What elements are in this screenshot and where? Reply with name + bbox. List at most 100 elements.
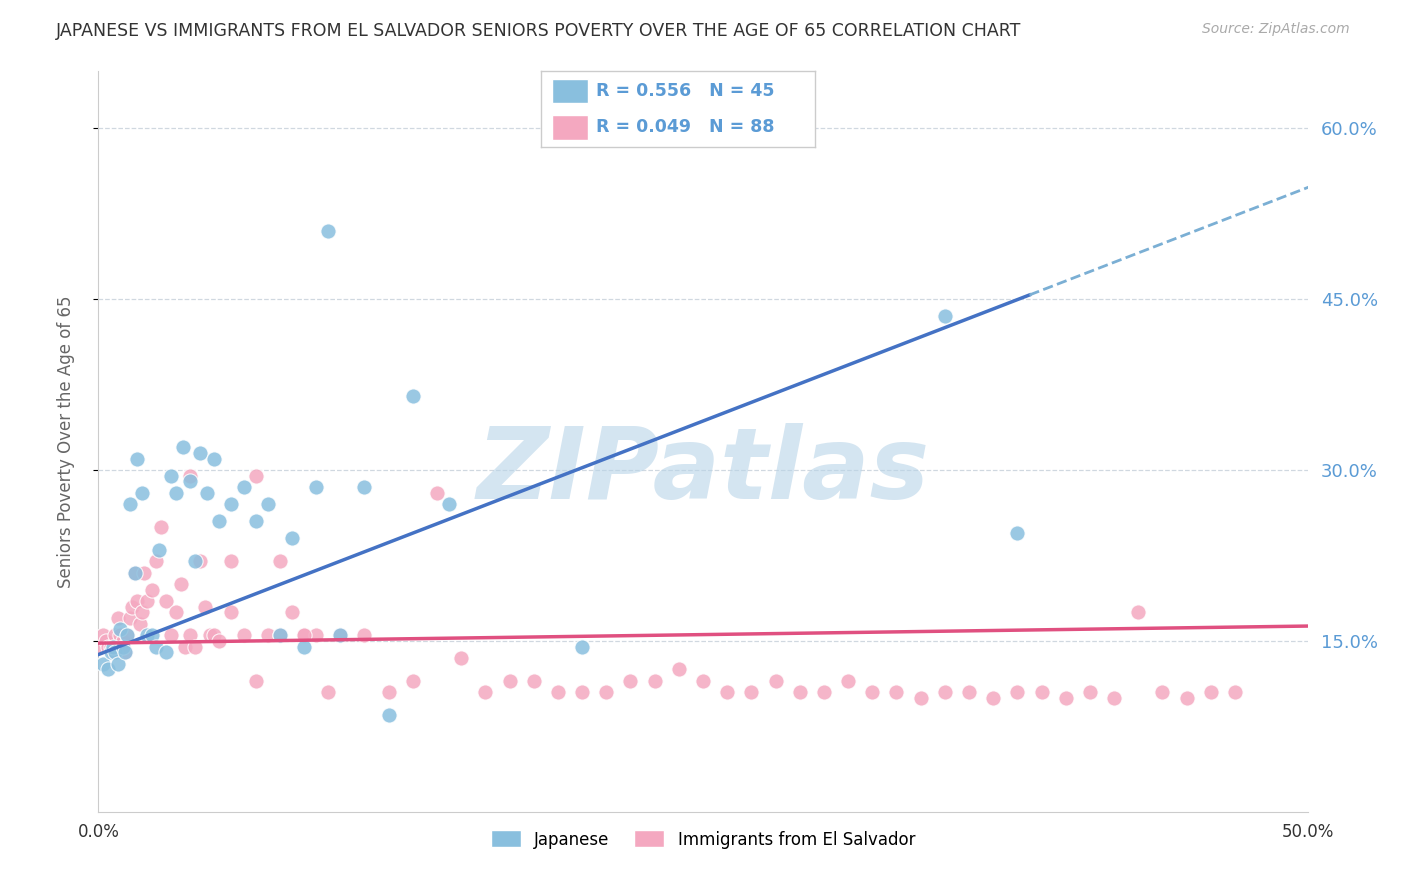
- Point: [118, 611, 141, 625]
- Text: Source: ZipAtlas.com: Source: ZipAtlas.com: [1202, 22, 1350, 37]
- Point: [124, 566, 146, 580]
- Text: R = 0.049   N = 88: R = 0.049 N = 88: [596, 119, 775, 136]
- Point: [232, 480, 254, 494]
- Point: [204, 628, 226, 642]
- Point: [135, 628, 157, 642]
- Point: [94, 633, 117, 648]
- Point: [329, 628, 352, 642]
- Point: [188, 446, 211, 460]
- Point: [1031, 685, 1053, 699]
- Point: [145, 554, 167, 568]
- Point: [765, 673, 787, 688]
- Point: [198, 628, 221, 642]
- Point: [245, 514, 267, 528]
- Point: [117, 628, 139, 642]
- Legend: Japanese, Immigrants from El Salvador: Japanese, Immigrants from El Salvador: [484, 823, 922, 855]
- Point: [179, 628, 201, 642]
- Point: [1102, 690, 1125, 705]
- Point: [316, 685, 339, 699]
- Point: [547, 685, 569, 699]
- Point: [292, 628, 315, 642]
- Point: [135, 594, 157, 608]
- Point: [426, 485, 449, 500]
- Point: [204, 451, 226, 466]
- Point: [1128, 606, 1150, 620]
- Point: [934, 310, 956, 324]
- Point: [329, 628, 352, 642]
- Point: [184, 640, 207, 654]
- Y-axis label: Seniors Poverty Over the Age of 65: Seniors Poverty Over the Age of 65: [56, 295, 75, 588]
- Point: [498, 673, 520, 688]
- Point: [245, 468, 267, 483]
- Point: [118, 497, 141, 511]
- FancyBboxPatch shape: [553, 79, 588, 103]
- Point: [172, 440, 194, 454]
- Point: [100, 640, 122, 654]
- Point: [377, 685, 399, 699]
- Point: [111, 640, 134, 654]
- Point: [184, 554, 207, 568]
- Point: [692, 673, 714, 688]
- Point: [256, 628, 278, 642]
- Text: JAPANESE VS IMMIGRANTS FROM EL SALVADOR SENIORS POVERTY OVER THE AGE OF 65 CORRE: JAPANESE VS IMMIGRANTS FROM EL SALVADOR …: [56, 22, 1022, 40]
- Point: [789, 685, 811, 699]
- Point: [1054, 690, 1077, 705]
- Point: [837, 673, 859, 688]
- Point: [169, 577, 191, 591]
- Point: [150, 520, 173, 534]
- Point: [121, 599, 143, 614]
- Point: [148, 542, 170, 557]
- Point: [141, 628, 163, 642]
- Point: [305, 628, 328, 642]
- Point: [101, 645, 124, 659]
- Point: [281, 606, 304, 620]
- Point: [1223, 685, 1246, 699]
- Point: [353, 628, 375, 642]
- Point: [474, 685, 496, 699]
- Point: [221, 606, 243, 620]
- Point: [208, 633, 231, 648]
- Point: [128, 616, 150, 631]
- Point: [1152, 685, 1174, 699]
- Point: [97, 640, 120, 654]
- Point: [256, 497, 278, 511]
- Point: [377, 707, 399, 722]
- Point: [134, 566, 156, 580]
- Point: [571, 685, 593, 699]
- Point: [90, 640, 112, 654]
- Text: R = 0.556   N = 45: R = 0.556 N = 45: [596, 82, 775, 100]
- Point: [245, 673, 267, 688]
- Point: [127, 594, 149, 608]
- Point: [108, 628, 131, 642]
- Point: [957, 685, 980, 699]
- Point: [1078, 685, 1101, 699]
- Point: [107, 657, 129, 671]
- Point: [117, 628, 139, 642]
- Point: [97, 662, 120, 676]
- Point: [131, 485, 153, 500]
- Point: [160, 468, 183, 483]
- Point: [292, 628, 315, 642]
- Point: [114, 645, 136, 659]
- Point: [179, 468, 201, 483]
- Point: [100, 645, 122, 659]
- Point: [101, 640, 124, 654]
- Point: [450, 651, 472, 665]
- Point: [104, 628, 127, 642]
- Point: [91, 657, 114, 671]
- Point: [221, 497, 243, 511]
- Point: [124, 566, 146, 580]
- Point: [1175, 690, 1198, 705]
- Point: [716, 685, 738, 699]
- Point: [165, 606, 187, 620]
- Point: [221, 554, 243, 568]
- Point: [1007, 525, 1029, 540]
- Point: [1199, 685, 1222, 699]
- Point: [402, 389, 425, 403]
- Point: [232, 628, 254, 642]
- Point: [108, 623, 131, 637]
- Point: [402, 673, 425, 688]
- Point: [860, 685, 883, 699]
- Point: [114, 645, 136, 659]
- Point: [269, 628, 291, 642]
